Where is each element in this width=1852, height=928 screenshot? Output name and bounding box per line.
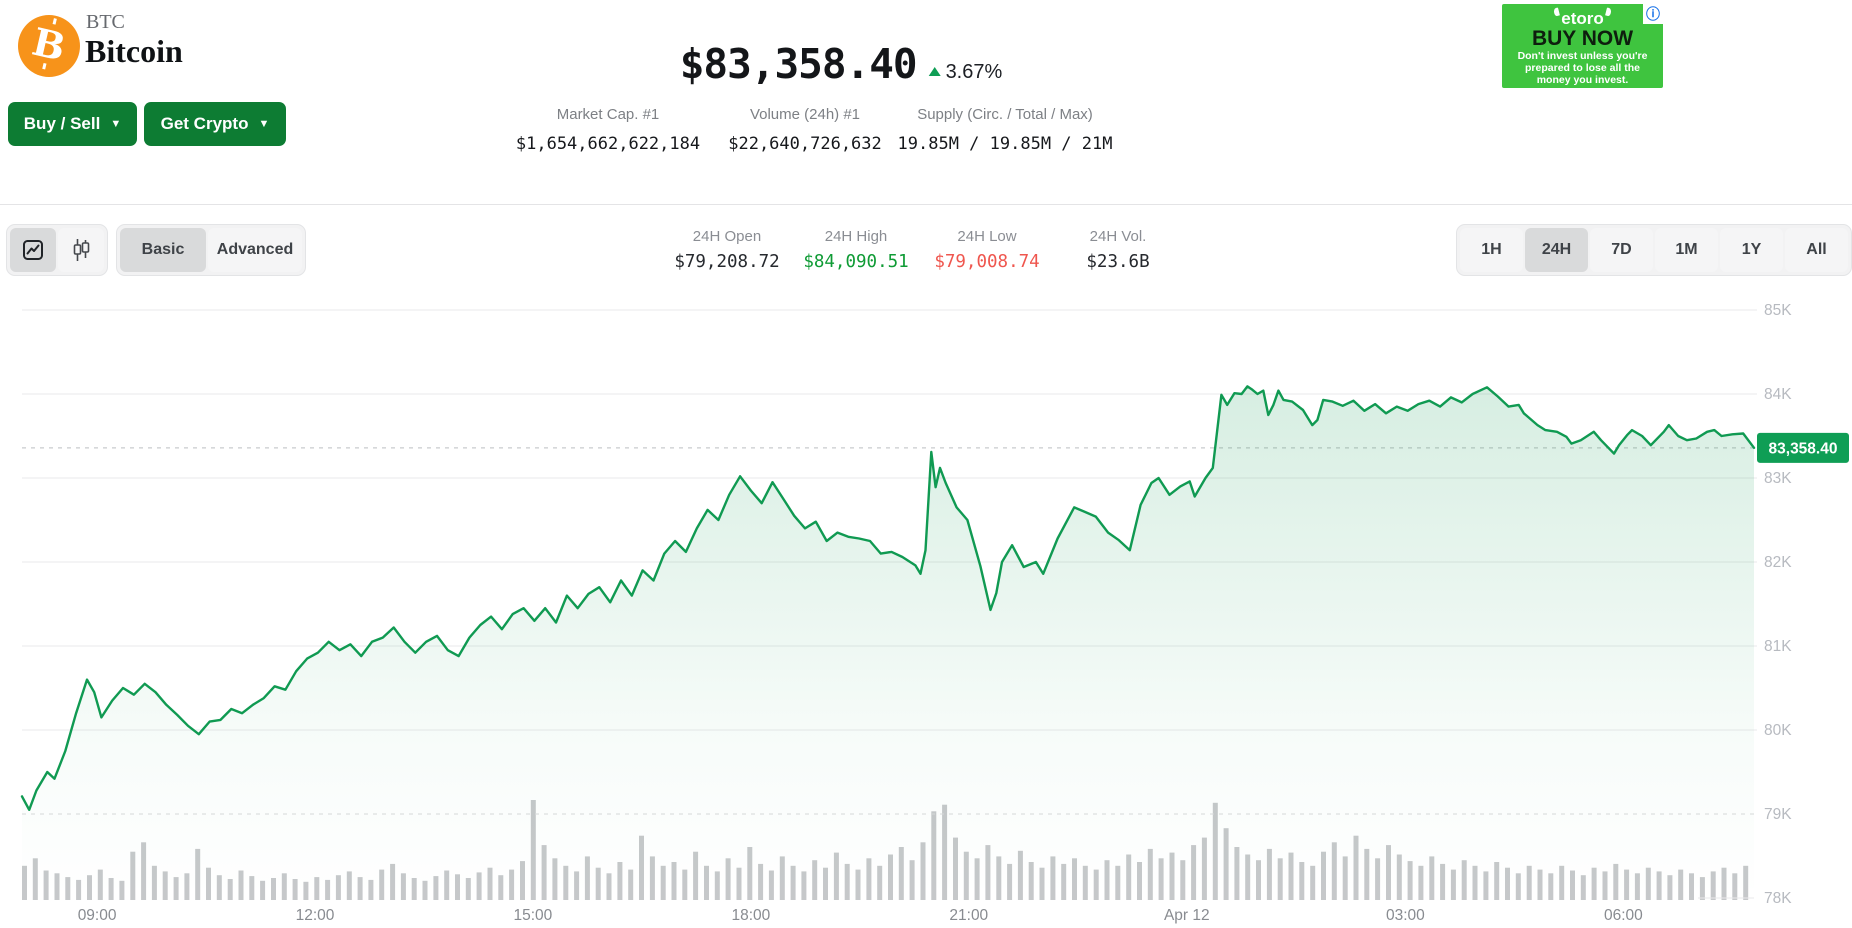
ad-cta[interactable]: BUY NOW: [1531, 27, 1634, 50]
stat-value: $22,640,726,632: [728, 134, 882, 154]
stat-24h-low: 24H Low $79,008.74: [934, 228, 1039, 272]
y-axis-label: 85K: [1764, 302, 1792, 319]
y-axis-label: 84K: [1764, 386, 1792, 403]
x-axis-label: 09:00: [78, 907, 117, 924]
stat-label: 24H Open: [692, 228, 762, 245]
x-axis-label: 21:00: [949, 907, 988, 924]
range-1h[interactable]: 1H: [1460, 228, 1523, 272]
range-1y[interactable]: 1Y: [1720, 228, 1783, 272]
chevron-down-icon: ▼: [110, 117, 122, 130]
y-axis-label: 78K: [1764, 890, 1792, 907]
time-range-selector: 1H 24H 7D 1M 1Y All: [1456, 224, 1852, 276]
y-axis-label: 79K: [1764, 806, 1792, 823]
line-chart-toggle[interactable]: [10, 228, 56, 272]
candlestick-icon: [73, 239, 90, 261]
stat-24h-high: 24H High $84,090.51: [803, 228, 908, 272]
stat-value: $1,654,662,622,184: [515, 134, 701, 154]
stat-label: Volume (24h) #1: [749, 106, 861, 123]
stat-label: Market Cap. #1: [556, 106, 660, 123]
bull-horn-icon: [1553, 7, 1561, 17]
up-triangle-icon: [928, 67, 941, 76]
header-divider: [0, 204, 1852, 205]
stat-value: $23.6B: [1086, 252, 1150, 272]
mode-toggle: Basic Advanced: [116, 224, 306, 276]
bull-horn-icon: [1604, 7, 1612, 17]
tab-advanced[interactable]: Advanced: [208, 228, 302, 272]
price-display: $83,358.40 3.67%: [680, 40, 1003, 88]
x-axis-label: Apr 12: [1164, 907, 1210, 924]
stat-market-cap: Market Cap. #1 $1,654,662,622,184: [516, 106, 700, 154]
x-axis-label: 15:00: [514, 907, 553, 924]
stat-supply: Supply (Circ. / Total / Max) 19.85M / 19…: [898, 106, 1113, 154]
stat-label: 24H High: [824, 228, 888, 245]
chevron-down-icon: ▼: [258, 117, 270, 130]
price-chart[interactable]: 85K 84K 83K 82K 81K 80K 79K 78K 09:00 12:00 15:00 1…: [0, 250, 1852, 928]
tab-basic[interactable]: Basic: [120, 228, 206, 272]
bitcoin-b-icon: B: [28, 18, 70, 70]
y-axis-label: 80K: [1764, 722, 1792, 739]
range-all[interactable]: All: [1785, 228, 1848, 272]
etoro-ad-banner[interactable]: etoro BUY NOW Don't invest unless you're…: [1502, 4, 1663, 88]
x-axis-label: 12:00: [296, 907, 335, 924]
coin-title: Bitcoin: [85, 33, 183, 69]
stat-label: 24H Low: [957, 228, 1017, 245]
chart-type-toggle: [6, 224, 108, 276]
bitcoin-logo: B: [18, 15, 80, 77]
price-badge: [1757, 432, 1849, 463]
current-price: $83,358.40: [679, 40, 918, 88]
ad-disclaimer: Don't invest unless you're prepared to l…: [1517, 50, 1648, 86]
buy-sell-button[interactable]: Buy / Sell ▼: [8, 102, 137, 146]
range-24h[interactable]: 24H: [1525, 228, 1588, 272]
price-line: [20, 385, 1756, 811]
ad-info-icon[interactable]: ⓘ: [1643, 4, 1663, 24]
get-crypto-button[interactable]: Get Crypto ▼: [144, 102, 286, 146]
price-area: [22, 386, 1754, 898]
stat-value: $84,090.51: [803, 252, 909, 272]
get-crypto-label: Get Crypto: [160, 114, 249, 133]
coin-symbol: BTC: [86, 11, 125, 33]
candlestick-toggle[interactable]: [58, 228, 104, 272]
x-axis-label: 06:00: [1604, 907, 1643, 924]
range-7d[interactable]: 7D: [1590, 228, 1653, 272]
price-change: 3.67%: [928, 61, 1003, 84]
price-badge-label: 83,358.40: [1769, 440, 1838, 457]
stat-24h-vol: 24H Vol. $23.6B: [1086, 228, 1149, 272]
stat-label: Supply (Circ. / Total / Max): [917, 106, 1093, 123]
x-axis-label: 03:00: [1386, 907, 1425, 924]
stat-label: 24H Vol.: [1089, 228, 1147, 245]
stat-value: $79,008.74: [934, 252, 1040, 272]
stat-volume: Volume (24h) #1 $22,640,726,632: [728, 106, 882, 154]
etoro-brand-text: etoro: [1561, 9, 1604, 28]
price-change-pct: 3.67%: [945, 61, 1003, 83]
y-axis-label: 82K: [1764, 554, 1792, 571]
line-chart-icon: [23, 240, 43, 260]
y-axis-label: 81K: [1764, 638, 1792, 655]
stat-value: $79,208.72: [674, 252, 780, 272]
buy-sell-label: Buy / Sell: [23, 114, 101, 133]
stat-24h-open: 24H Open $79,208.72: [674, 228, 779, 272]
range-1m[interactable]: 1M: [1655, 228, 1718, 272]
x-axis-label: 18:00: [732, 907, 771, 924]
stat-value: 19.85M / 19.85M / 21M: [897, 134, 1113, 154]
etoro-logo: etoro: [1502, 7, 1663, 28]
y-axis-label: 83K: [1764, 470, 1792, 487]
